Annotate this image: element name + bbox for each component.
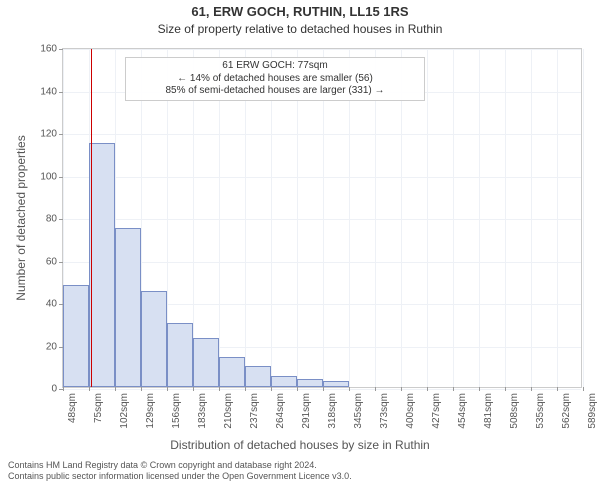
ytick-label: 100 (40, 171, 57, 182)
xtick-mark (349, 387, 350, 391)
xtick-label: 535sqm (535, 393, 546, 429)
xtick-label: 400sqm (405, 393, 416, 429)
xtick-label: 508sqm (509, 393, 520, 429)
y-axis-label: Number of detached properties (14, 135, 28, 300)
xtick-label: 102sqm (119, 393, 130, 429)
annotation-line-2: ← 14% of detached houses are smaller (56… (130, 73, 420, 86)
xtick-label: 427sqm (431, 393, 442, 429)
xtick-mark (323, 387, 324, 391)
xtick-label: 291sqm (301, 393, 312, 429)
xtick-label: 481sqm (483, 393, 494, 429)
xtick-label: 589sqm (587, 393, 598, 429)
footer-line-2: Contains public sector information licen… (8, 471, 592, 482)
xtick-mark (531, 387, 532, 391)
x-axis-label: Distribution of detached houses by size … (0, 438, 600, 452)
ytick-label: 120 (40, 129, 57, 140)
xtick-mark (401, 387, 402, 391)
xtick-mark (505, 387, 506, 391)
ytick-label: 0 (51, 384, 57, 395)
xtick-mark (89, 387, 90, 391)
xtick-mark (193, 387, 194, 391)
histogram-bar (271, 376, 297, 387)
histogram-bar (167, 323, 193, 387)
xtick-mark (453, 387, 454, 391)
ytick-label: 40 (46, 299, 57, 310)
xtick-mark (115, 387, 116, 391)
xtick-mark (375, 387, 376, 391)
histogram-bar (297, 379, 323, 388)
ytick-label: 20 (46, 341, 57, 352)
xtick-label: 562sqm (561, 393, 572, 429)
gridline-v (583, 49, 584, 387)
histogram-bar (141, 291, 167, 387)
xtick-mark (427, 387, 428, 391)
xtick-mark (219, 387, 220, 391)
xtick-label: 210sqm (223, 393, 234, 429)
xtick-mark (141, 387, 142, 391)
chart-title: 61, ERW GOCH, RUTHIN, LL15 1RS (0, 4, 600, 19)
annotation-line-1: 61 ERW GOCH: 77sqm (130, 60, 420, 73)
histogram-bar (193, 338, 219, 387)
xtick-label: 318sqm (327, 393, 338, 429)
xtick-label: 129sqm (145, 393, 156, 429)
plot-area: 61 ERW GOCH: 77sqm ← 14% of detached hou… (62, 48, 582, 388)
xtick-mark (245, 387, 246, 391)
xtick-mark (557, 387, 558, 391)
histogram-bar (89, 143, 115, 387)
histogram-bar (115, 228, 141, 387)
annotation-line-3: 85% of semi-detached houses are larger (… (130, 85, 420, 98)
chart-subtitle: Size of property relative to detached ho… (0, 22, 600, 36)
chart-footer: Contains HM Land Registry data © Crown c… (0, 460, 600, 489)
histogram-bar (219, 357, 245, 387)
xtick-label: 454sqm (457, 393, 468, 429)
xtick-label: 183sqm (197, 393, 208, 429)
xtick-mark (297, 387, 298, 391)
property-marker-line (91, 49, 92, 387)
xtick-mark (167, 387, 168, 391)
xtick-label: 264sqm (275, 393, 286, 429)
footer-line-1: Contains HM Land Registry data © Crown c… (8, 460, 592, 471)
ytick-label: 60 (46, 256, 57, 267)
xtick-mark (583, 387, 584, 391)
histogram-bar (323, 381, 349, 387)
xtick-mark (271, 387, 272, 391)
xtick-label: 345sqm (353, 393, 364, 429)
histogram-bar (245, 366, 271, 387)
histogram-bar (63, 285, 89, 387)
xtick-label: 75sqm (93, 393, 104, 423)
xtick-label: 373sqm (379, 393, 390, 429)
xtick-mark (63, 387, 64, 391)
xtick-label: 48sqm (67, 393, 78, 423)
chart-container: 61, ERW GOCH, RUTHIN, LL15 1RS Size of p… (0, 0, 600, 500)
xtick-mark (479, 387, 480, 391)
xtick-label: 237sqm (249, 393, 260, 429)
xtick-label: 156sqm (171, 393, 182, 429)
ytick-label: 140 (40, 86, 57, 97)
ytick-label: 80 (46, 214, 57, 225)
ytick-label: 160 (40, 44, 57, 55)
annotation-box: 61 ERW GOCH: 77sqm ← 14% of detached hou… (125, 57, 425, 101)
